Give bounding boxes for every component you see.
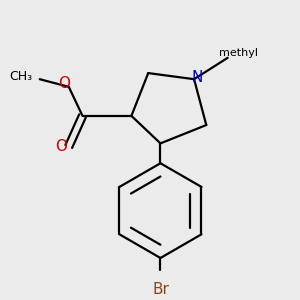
Text: methyl: methyl [219,48,258,58]
Text: N: N [191,70,203,85]
Text: Br: Br [152,282,169,297]
Text: O: O [55,139,67,154]
Text: CH₃: CH₃ [9,70,32,83]
Text: O: O [58,76,70,91]
